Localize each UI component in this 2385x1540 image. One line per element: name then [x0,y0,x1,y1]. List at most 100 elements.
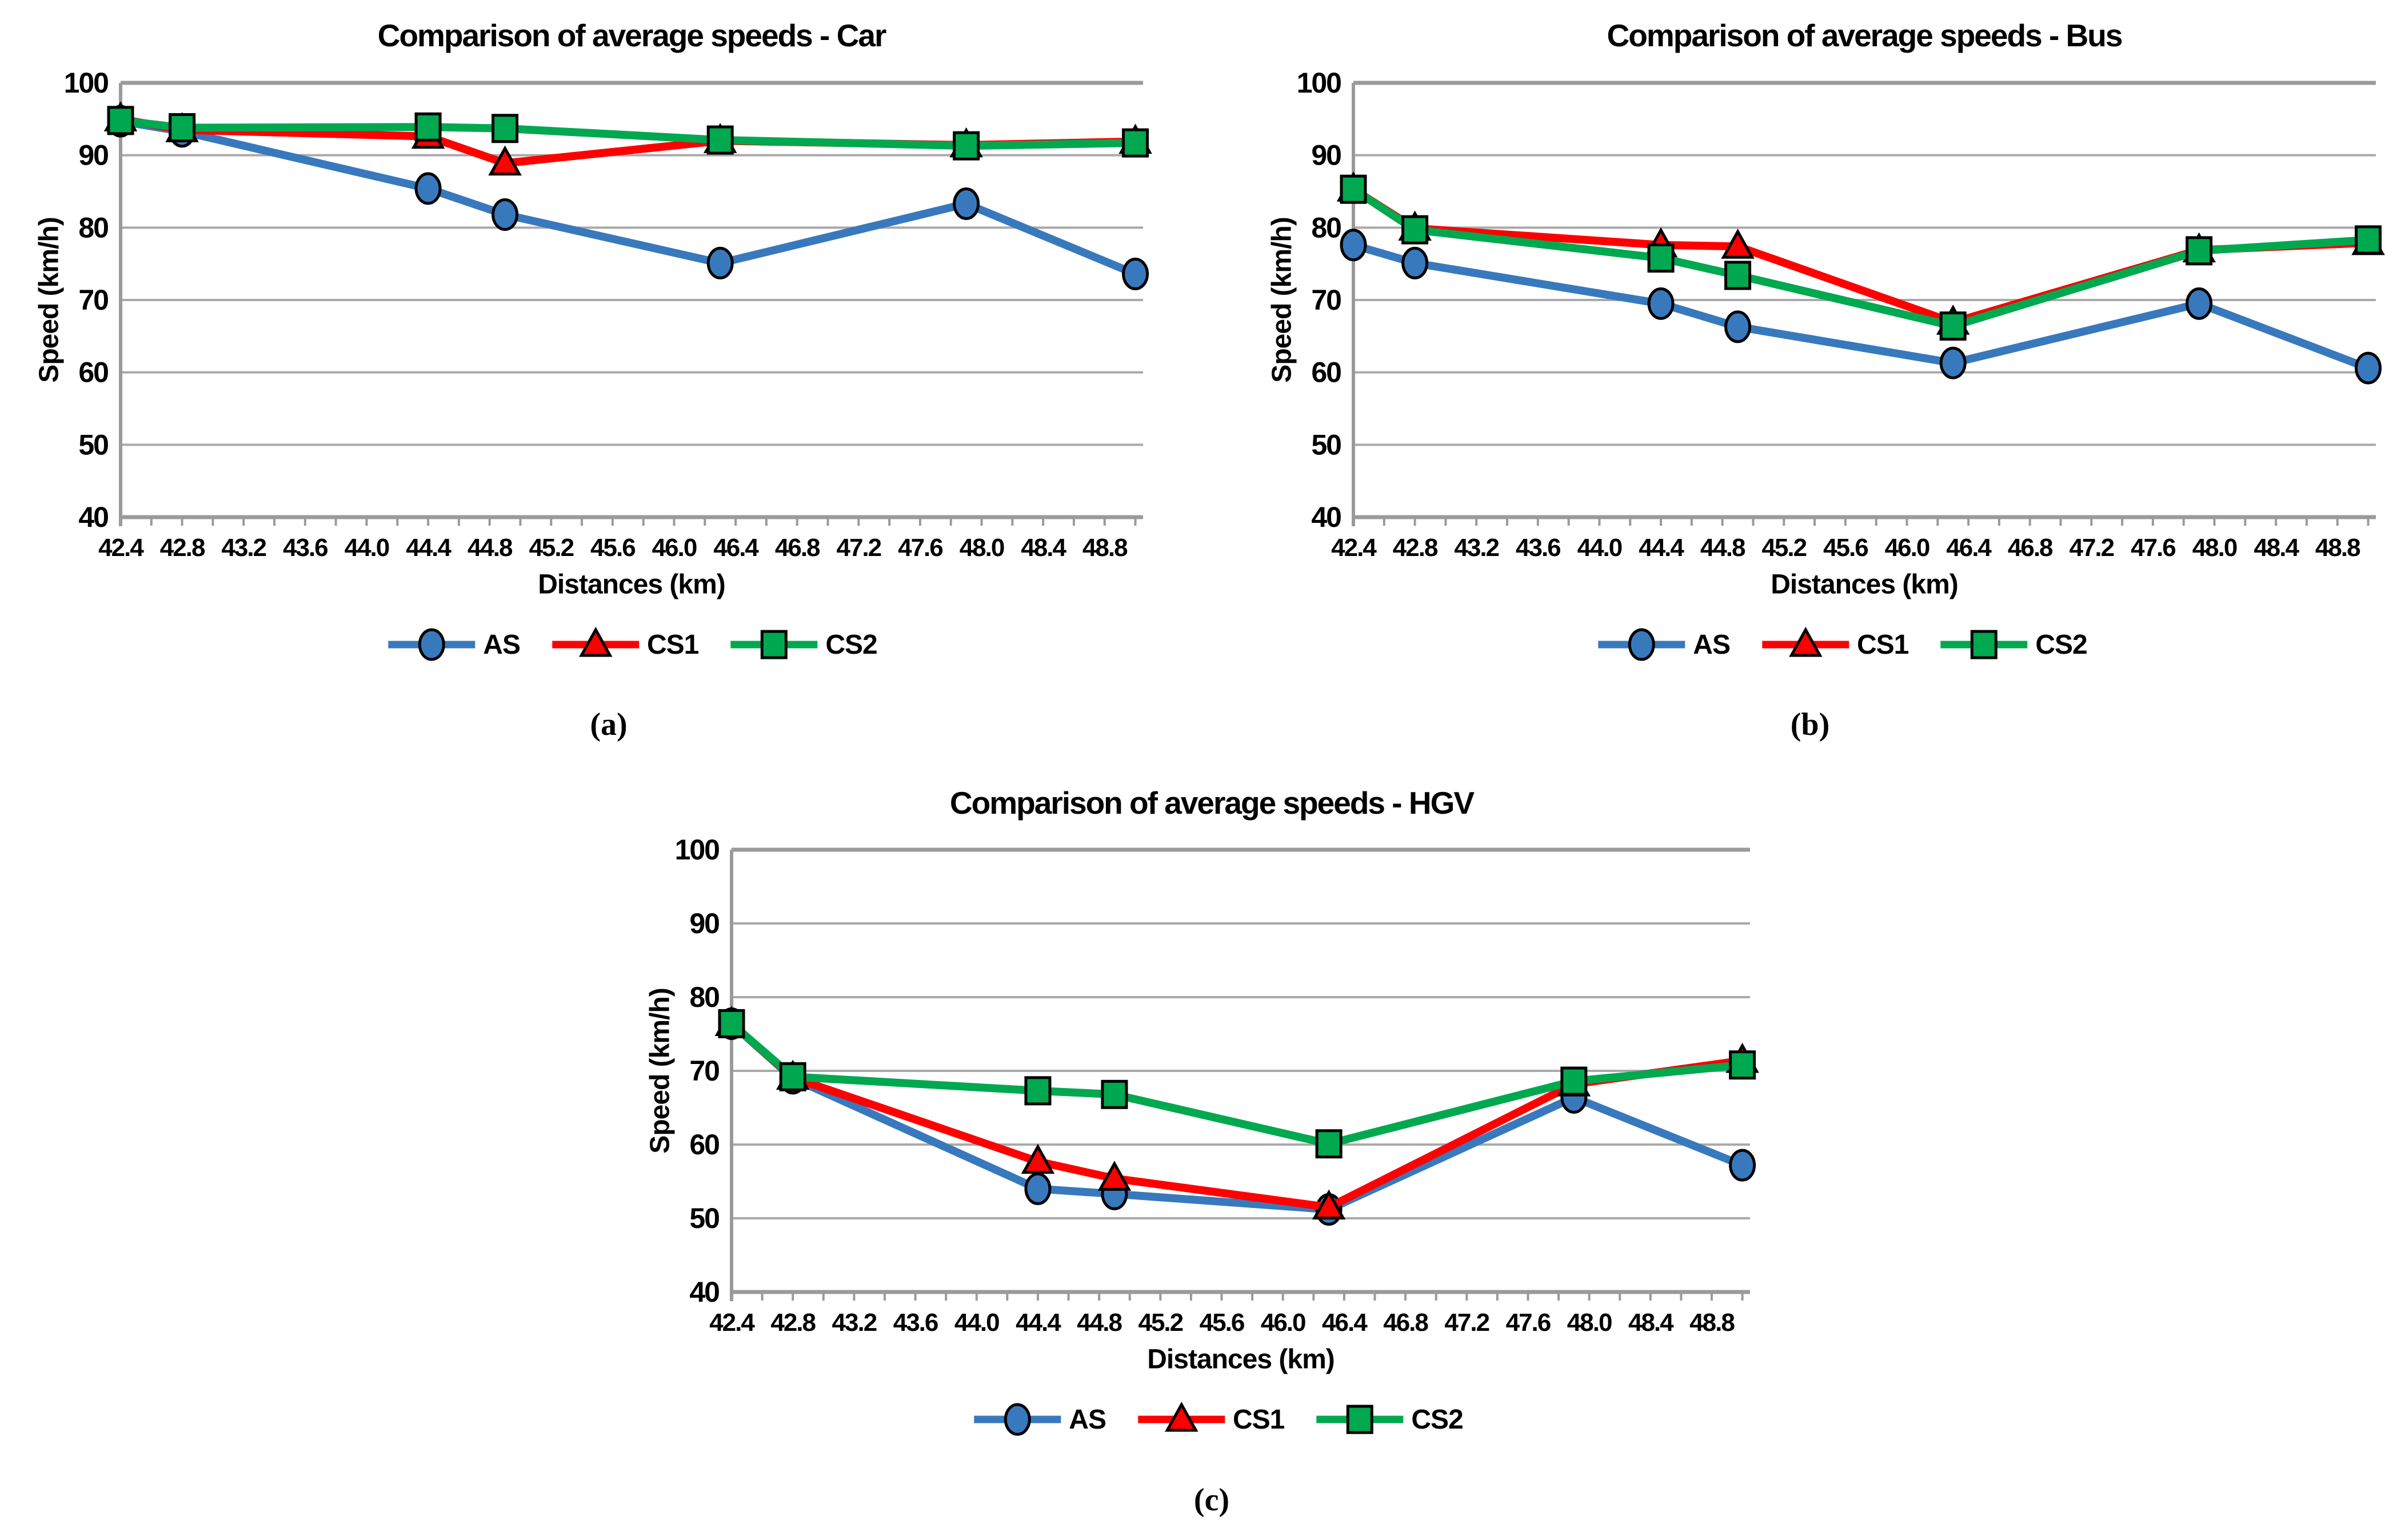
y-tick-label: 100 [64,67,109,99]
x-tick-label: 48.8 [1082,534,1128,562]
series-as [1340,229,2382,385]
legend-item-as: AS [972,1401,1106,1438]
y-tick-label: 50 [78,429,108,461]
x-tick-label: 44.0 [345,534,389,562]
legend-item-cs2: CS2 [1314,1401,1464,1438]
square-marker [1729,1050,1756,1080]
x-tick-label: 48.0 [960,534,1004,562]
square-marker [1122,128,1149,158]
subfigure-caption-b: (b) [1790,707,1830,742]
cs2-line-square-icon [1938,626,2030,663]
chart-title: Comparison of average speeds - Car [377,18,887,53]
y-tick-label: 50 [689,1202,719,1234]
x-tick-label: 46.4 [1946,534,1992,562]
legend-label: CS2 [2035,629,2087,660]
legend-item-cs2: CS2 [728,626,878,663]
y-tick-label: 70 [78,284,108,316]
x-tick-label: 44.4 [406,534,452,562]
circle-marker [1340,229,1367,262]
triangle-marker [1788,626,1823,657]
x-tick-label: 42.8 [160,534,205,562]
legend-label: CS1 [646,629,699,660]
chart-bus: Comparison of average speeds - Bus Speed… [1227,0,2385,769]
y-tick-label: 40 [689,1276,719,1308]
circle-marker [418,628,445,661]
x-tick-label: 44.4 [1016,1309,1061,1337]
y-tick-label: 70 [1311,284,1341,316]
x-tick-label: 47.6 [2131,534,2175,562]
x-tick-label: 43.6 [893,1309,938,1337]
cs2-line-square-icon [728,626,820,663]
circle-marker [1004,1403,1031,1436]
square-marker [706,125,734,155]
x-tick-label: 44.8 [1700,534,1745,562]
circle-marker [492,198,519,231]
x-tick-label: 43.2 [832,1309,877,1337]
plot-area: 40 50 60 70 80 90 100 42.4 42.8 43.2 43.6 44.0 44.4 4… [1297,67,2385,562]
triangle-marker [488,145,522,176]
series-line [1349,185,2372,330]
circle-marker [2355,351,2382,385]
legend-label: CS1 [1856,629,1909,660]
subfigure-caption-c: (c) [1193,1482,1230,1518]
legend-label: CS2 [1411,1404,1463,1435]
x-tick-label: 42.4 [98,534,144,562]
y-tick-label: 90 [689,907,719,939]
circle-marker [1939,346,1967,379]
square-marker [1970,630,1998,659]
legend-label: CS1 [1232,1404,1285,1435]
legend-label: AS [1693,629,1731,660]
legend-label: AS [483,629,521,660]
square-marker [1647,243,1675,273]
cs1-line-triangle-icon [1136,1401,1227,1438]
x-axis-title: Distances (km) [1147,1344,1335,1375]
x-tick-label: 44.0 [1577,534,1622,562]
x-tick-label: 48.8 [1689,1309,1735,1337]
x-tick-label: 48.4 [2254,534,2299,562]
y-tick-label: 80 [1311,211,1341,243]
as-line-circle-icon [386,626,477,663]
x-tick-label: 45.6 [590,534,635,562]
legend-label: CS2 [825,629,877,660]
circle-marker [1401,246,1429,279]
square-marker [2355,225,2382,255]
cs2-line-square-icon [1314,1401,1405,1438]
x-tick-label: 43.2 [221,534,266,562]
circle-marker [1729,1149,1756,1182]
triangle-marker [1097,1161,1132,1191]
triangle-marker [1021,1143,1055,1174]
square-marker [1346,1405,1373,1434]
circle-marker [1122,257,1149,290]
y-tick-label: 100 [1297,67,1341,99]
y-tick-label: 80 [689,981,719,1013]
circle-marker [2186,287,2213,320]
square-marker [492,114,519,143]
x-tick-label: 42.8 [1393,534,1438,562]
plot-area: 40 50 60 70 80 90 100 42.4 42.8 43.2 43.6 44.0 44.4 4… [675,834,1759,1337]
y-tick-label: 90 [1311,139,1341,171]
x-tick-label: 46.0 [1261,1309,1305,1337]
square-marker [1340,174,1367,204]
x-tick-label: 44.4 [1639,534,1684,562]
circle-marker [1628,628,1655,661]
x-axis-title: Distances (km) [1771,569,1958,600]
y-tick-label: 60 [1311,357,1341,389]
y-tick-label: 100 [675,834,720,866]
x-tick-label: 45.6 [1823,534,1868,562]
square-marker [1724,261,1752,290]
circle-marker [953,187,980,221]
x-tick-label: 44.8 [468,534,513,562]
legend-item-as: AS [1596,626,1731,663]
y-tick-label: 60 [78,357,108,389]
x-tick-label: 46.4 [1322,1309,1368,1337]
square-marker [1024,1076,1052,1106]
x-tick-label: 47.6 [898,534,942,562]
x-tick-label: 47.2 [836,534,881,562]
series-cs2 [718,1009,1756,1159]
y-tick-label: 90 [78,139,108,171]
triangle-marker [1721,229,1755,259]
x-tick-label: 43.6 [1516,534,1560,562]
chart-title: Comparison of average speeds - HGV [949,785,1475,821]
legend-item-cs1: CS1 [1760,626,1909,663]
plot-area: 40 50 60 70 80 90 100 42.4 42.8 43.2 43.6 44.0 44.4 4… [64,67,1152,562]
